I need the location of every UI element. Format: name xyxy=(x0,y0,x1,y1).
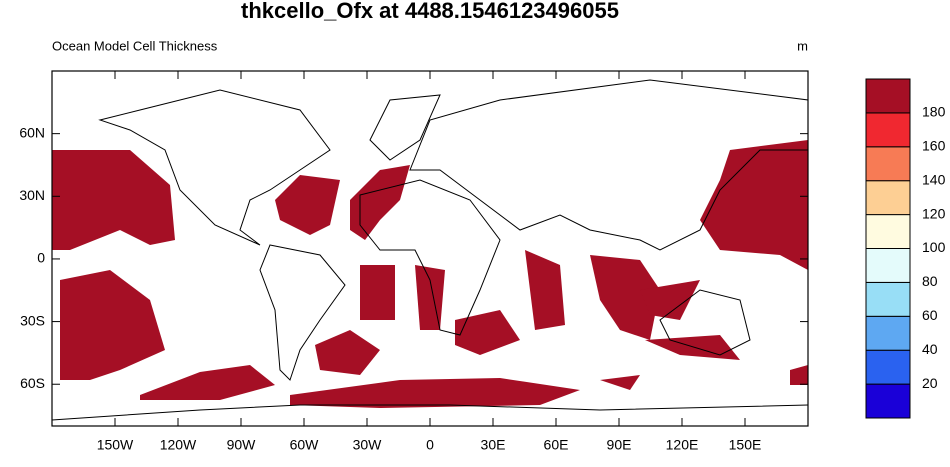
chart-title: thkcello_Ofx at 4488.1546123496055 xyxy=(241,0,619,23)
units: m xyxy=(797,38,808,53)
colorbar-label: 40 xyxy=(922,341,938,357)
colorbar-label: 140 xyxy=(922,171,946,187)
colorbar-box xyxy=(865,112,911,148)
y-tick-label: 30N xyxy=(19,187,45,203)
x-tick-label: 90W xyxy=(227,437,257,453)
colorbar-label: 80 xyxy=(922,273,938,289)
colorbar-box xyxy=(865,315,911,351)
colorbar-label: 20 xyxy=(922,375,938,391)
x-tick-label: 150E xyxy=(729,437,762,453)
x-tick-label: 0 xyxy=(426,437,434,453)
x-tick-label: 90E xyxy=(607,437,632,453)
colorbar-label: 160 xyxy=(922,138,946,154)
x-tick-label: 120E xyxy=(666,437,699,453)
colorbar-box xyxy=(865,78,911,114)
x-tick-label: 30W xyxy=(353,437,383,453)
colorbar-box xyxy=(865,180,911,216)
colorbar-label: 120 xyxy=(922,205,946,221)
colorbar-box xyxy=(865,281,911,317)
colorbar-box xyxy=(865,349,911,385)
colorbar-box xyxy=(865,383,911,419)
y-tick-label: 60S xyxy=(20,375,45,391)
x-tick-label: 120W xyxy=(160,437,197,453)
x-tick-label: 30E xyxy=(481,437,506,453)
coastlines xyxy=(51,79,809,421)
ocean-field xyxy=(52,140,808,408)
map-frame xyxy=(51,70,809,427)
colorbar-box xyxy=(865,248,911,283)
x-tick-label: 60W xyxy=(290,437,320,453)
y-tick-label: 60N xyxy=(19,124,45,140)
colorbar-box xyxy=(865,146,911,182)
subtitle: Ocean Model Cell Thickness xyxy=(52,38,218,53)
y-tick-label: 30S xyxy=(20,312,45,328)
x-tick-label: 60E xyxy=(544,437,569,453)
y-tick-label: 0 xyxy=(37,250,45,266)
colorbar-box xyxy=(865,214,911,250)
colorbar-label: 60 xyxy=(922,307,938,323)
colorbar-label: 180 xyxy=(922,104,946,120)
colorbar-label: 100 xyxy=(922,239,946,255)
x-tick-label: 150W xyxy=(97,437,134,453)
